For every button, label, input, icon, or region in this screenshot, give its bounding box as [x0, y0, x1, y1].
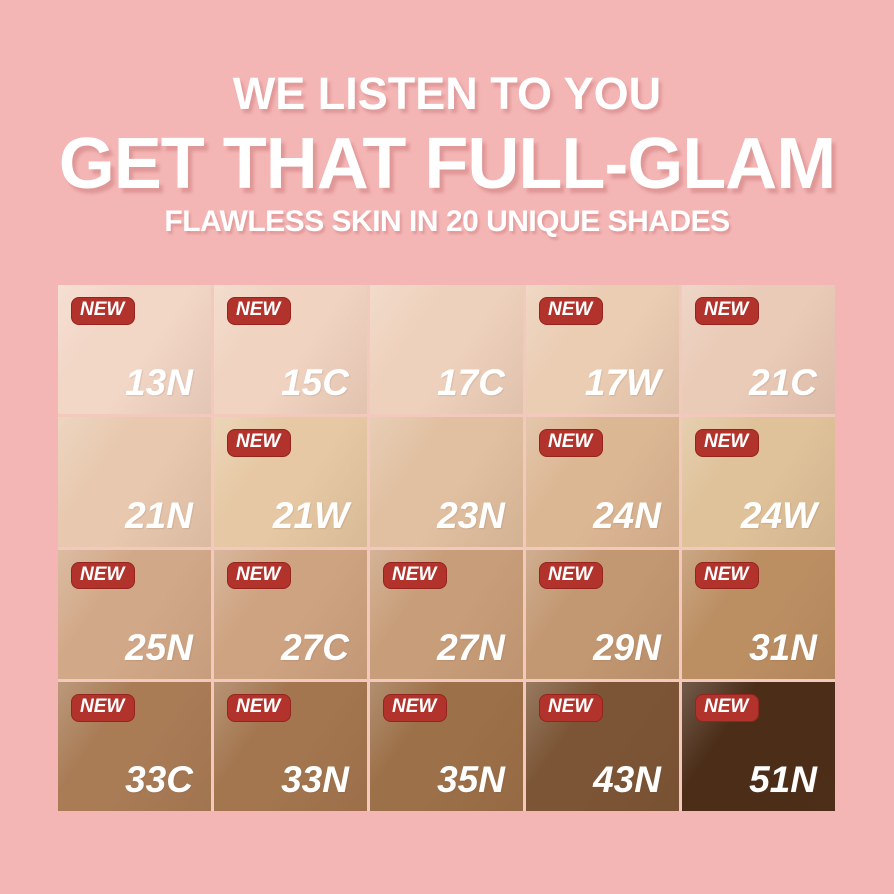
shade-swatch-33n: NEW 33N — [214, 681, 367, 811]
new-badge: NEW — [227, 297, 292, 325]
shade-code-label: 35N — [437, 759, 505, 800]
shade-swatch-31n: NEW 31N — [682, 549, 835, 679]
shade-swatch-21c: NEW 21C — [682, 285, 835, 415]
new-badge: NEW — [539, 561, 604, 590]
shade-swatch-33c: NEW 33C — [58, 681, 211, 811]
shade-swatch-15c: NEW 15C — [214, 285, 367, 415]
new-badge: NEW — [71, 561, 136, 590]
shade-code-label: 51N — [749, 759, 817, 800]
shade-swatch-17c: NEW 17C — [370, 285, 523, 415]
shade-code-label: 27C — [281, 626, 349, 668]
new-badge: NEW — [227, 693, 292, 722]
new-badge: NEW — [695, 693, 760, 722]
shade-code-label: 31N — [749, 626, 817, 668]
shade-code-label: 13N — [125, 362, 193, 404]
shade-code-label: 27N — [437, 626, 505, 668]
new-badge: NEW — [539, 297, 604, 325]
shade-code-label: 21C — [749, 362, 817, 404]
new-badge: NEW — [71, 297, 136, 325]
new-badge: NEW — [383, 561, 448, 590]
shade-code-label: 17W — [584, 362, 661, 404]
shade-code-label: 33C — [125, 759, 193, 800]
new-badge: NEW — [71, 693, 136, 722]
shade-swatch-43n: NEW 43N — [526, 681, 679, 811]
shade-code-label: 24W — [740, 494, 817, 536]
new-badge: NEW — [695, 429, 760, 458]
shade-swatch-51n: NEW 51N — [682, 681, 835, 811]
shade-swatch-21w: NEW 21W — [214, 417, 367, 547]
shade-code-label: 24N — [593, 494, 661, 536]
shade-code-label: 23N — [437, 494, 505, 536]
shade-swatch-17w: NEW 17W — [526, 285, 679, 415]
shade-swatch-24n: NEW 24N — [526, 417, 679, 547]
shade-code-label: 33N — [281, 759, 349, 800]
header-tagline: WE LISTEN TO YOU — [232, 68, 662, 119]
shade-code-label: 21W — [272, 494, 349, 536]
new-badge: NEW — [695, 297, 760, 325]
shade-swatch-24w: NEW 24W — [682, 417, 835, 547]
shade-swatch-25n: NEW 25N — [58, 549, 211, 679]
new-badge: NEW — [695, 561, 760, 590]
shade-code-label: 43N — [593, 759, 661, 800]
shade-swatch-29n: NEW 29N — [526, 549, 679, 679]
shade-swatch-23n: NEW 23N — [370, 417, 523, 547]
new-badge: NEW — [227, 429, 292, 458]
new-badge: NEW — [539, 693, 604, 722]
new-badge: NEW — [383, 693, 448, 722]
shade-code-label: 25N — [125, 626, 193, 668]
new-badge: NEW — [227, 561, 292, 590]
header-title: GET THAT FULL-GLAM — [58, 124, 837, 204]
shade-code-label: 29N — [593, 626, 661, 668]
shade-code-label: 21N — [125, 494, 193, 536]
header-subtitle: FLAWLESS SKIN IN 20 UNIQUE SHADES — [164, 205, 730, 238]
shade-swatch-35n: NEW 35N — [370, 681, 523, 811]
shade-swatch-27n: NEW 27N — [370, 549, 523, 679]
new-badge: NEW — [539, 429, 604, 458]
shade-code-label: 17C — [437, 362, 505, 404]
shade-swatch-21n: NEW 21N — [58, 417, 211, 547]
shade-code-label: 15C — [281, 362, 349, 404]
shade-swatch-27c: NEW 27C — [214, 549, 367, 679]
shade-swatch-13n: NEW 13N — [58, 285, 211, 415]
shade-grid: NEW 13N NEW 15C NEW 17C NEW 17W NEW 21C … — [58, 285, 835, 811]
